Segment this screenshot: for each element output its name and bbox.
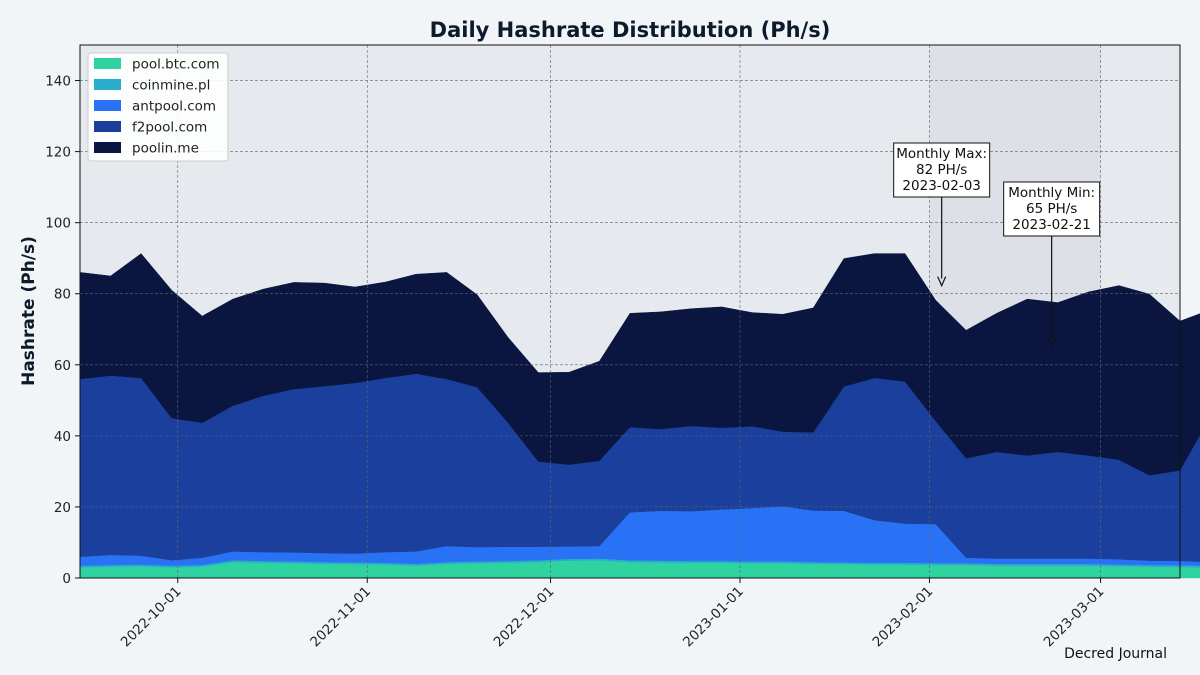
y-tick-label: 100 bbox=[45, 216, 71, 232]
annotation-text: Monthly Max: bbox=[896, 146, 987, 162]
annotation-text: 2023-02-03 bbox=[902, 178, 980, 194]
annotation-text: 2023-02-21 bbox=[1012, 217, 1090, 233]
series-area-poolin-me bbox=[79, 253, 1200, 476]
legend-swatch bbox=[94, 58, 121, 69]
annotation-text: 65 PH/s bbox=[1026, 201, 1077, 217]
legend-label: antpool.com bbox=[132, 99, 216, 115]
legend: pool.btc.com coinmine.pl antpool.com f2pool… bbox=[87, 52, 229, 162]
annotation-arrowhead bbox=[937, 276, 947, 288]
annotation-text: Monthly Min: bbox=[1008, 185, 1095, 201]
legend-swatch bbox=[94, 121, 121, 132]
y-tick-label: 0 bbox=[62, 571, 71, 587]
legend-swatch bbox=[94, 79, 121, 90]
y-axis-label: Hashrate (Ph/s) bbox=[19, 236, 39, 386]
legend-label: pool.btc.com bbox=[132, 57, 220, 73]
y-tick-label: 120 bbox=[45, 145, 71, 161]
legend-label: f2pool.com bbox=[132, 120, 207, 136]
y-tick-label: 40 bbox=[54, 429, 71, 445]
plot-frame bbox=[79, 44, 1181, 579]
legend-swatch bbox=[94, 142, 121, 153]
chart-title: Daily Hashrate Distribution (Ph/s) bbox=[430, 18, 831, 42]
legend-swatch bbox=[94, 100, 121, 111]
annotation-box bbox=[1003, 181, 1101, 237]
legend-label: coinmine.pl bbox=[132, 78, 210, 94]
credit-text: Decred Journal bbox=[1064, 646, 1167, 662]
annotation-text: 82 PH/s bbox=[916, 162, 967, 178]
y-tick-label: 20 bbox=[54, 500, 71, 516]
y-tick-label: 140 bbox=[45, 74, 71, 90]
annotation-arrowhead bbox=[1047, 336, 1057, 348]
annotation-box bbox=[893, 142, 991, 198]
y-tick-label: 80 bbox=[54, 287, 71, 303]
legend-label: poolin.me bbox=[132, 141, 199, 157]
legend-box bbox=[87, 52, 229, 162]
y-tick-label: 60 bbox=[54, 358, 71, 374]
